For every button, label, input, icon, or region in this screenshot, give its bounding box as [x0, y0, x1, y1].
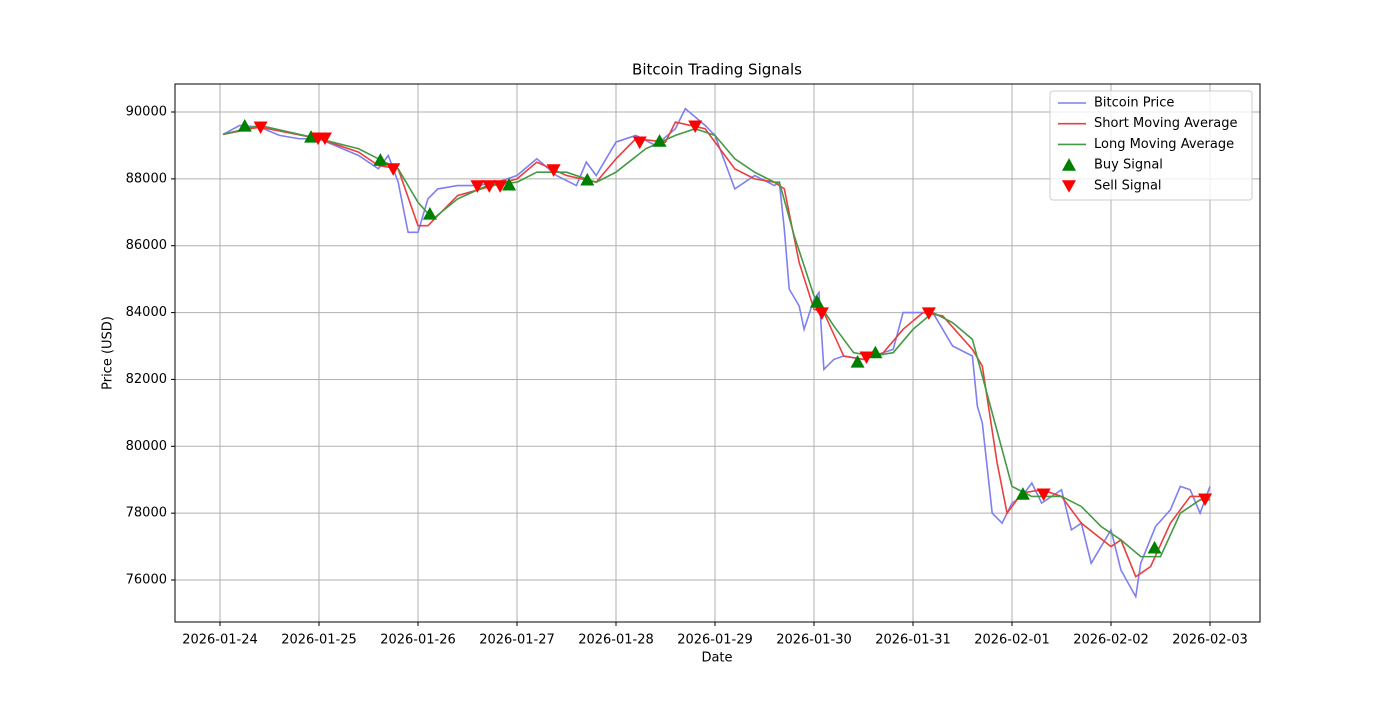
signal-marker: [546, 164, 561, 177]
signal-marker: [809, 294, 824, 308]
signal-marker: [632, 136, 647, 150]
legend-box: [1049, 90, 1253, 201]
x-axis-label: Date: [701, 651, 732, 666]
signal-marker: [868, 345, 883, 359]
y-tick-label: 90000: [126, 105, 167, 120]
signal-marker: [652, 134, 667, 147]
signal-marker: [317, 132, 332, 146]
legend-label: Bitcoin Price: [1094, 96, 1174, 111]
signal-marker: [253, 121, 268, 135]
legend-label: Buy Signal: [1094, 158, 1163, 173]
price-line: [222, 107, 1211, 600]
x-tick-label: 2026-02-02: [1073, 633, 1149, 648]
signal-marker: [470, 180, 485, 193]
y-axis-label: Price (USD): [101, 316, 116, 390]
signal-marker: [493, 180, 508, 193]
legend-label: Sell Signal: [1094, 178, 1162, 193]
y-tick-label: 86000: [126, 238, 167, 253]
x-tick-label: 2026-01-29: [677, 633, 753, 648]
axes-frame: [174, 83, 1261, 623]
legend: Bitcoin Price Short Moving Average Long Mo…: [1049, 90, 1253, 201]
signal-marker: [386, 163, 401, 176]
legend-label: Short Moving Average: [1094, 116, 1238, 131]
x-tick-label: 2026-01-28: [578, 633, 654, 648]
signal-marker: [850, 355, 865, 368]
x-tick-label: 2026-01-26: [380, 633, 456, 648]
legend-label: Long Moving Average: [1094, 137, 1234, 152]
y-tick-label: 78000: [126, 506, 167, 521]
chart-title: Bitcoin Trading Signals: [632, 61, 802, 79]
x-tick-label: 2026-01-30: [776, 633, 852, 648]
signal-marker: [580, 172, 595, 186]
signal-marker: [482, 180, 497, 193]
legend-swatch: [1062, 158, 1076, 171]
signal-marker: [859, 351, 874, 365]
y-tick-label: 84000: [126, 305, 167, 320]
signal-marker: [814, 307, 829, 320]
signal-marker: [1036, 488, 1051, 502]
x-tick-label: 2026-01-31: [875, 633, 951, 648]
signal-marker: [1198, 493, 1213, 507]
price-line: [222, 124, 1210, 558]
x-tick-label: 2026-02-01: [974, 633, 1050, 648]
y-tick-label: 76000: [126, 573, 167, 588]
signal-marker: [502, 177, 517, 191]
y-tick-label: 80000: [126, 439, 167, 454]
x-tick-label: 2026-01-27: [479, 633, 555, 648]
signal-marker: [688, 120, 703, 134]
signal-marker: [304, 130, 319, 143]
signal-marker: [1147, 540, 1162, 554]
y-tick-label: 88000: [126, 171, 167, 186]
signal-marker: [1015, 487, 1030, 500]
signal-marker: [921, 307, 936, 320]
x-tick-label: 2026-01-24: [182, 633, 258, 648]
signal-marker: [373, 153, 388, 166]
signal-marker: [422, 206, 437, 220]
x-tick-label: 2026-01-25: [281, 633, 357, 648]
y-tick-label: 82000: [126, 372, 167, 387]
signal-marker: [237, 119, 252, 132]
legend-swatch: [1062, 180, 1076, 193]
x-tick-label: 2026-02-03: [1172, 633, 1248, 648]
